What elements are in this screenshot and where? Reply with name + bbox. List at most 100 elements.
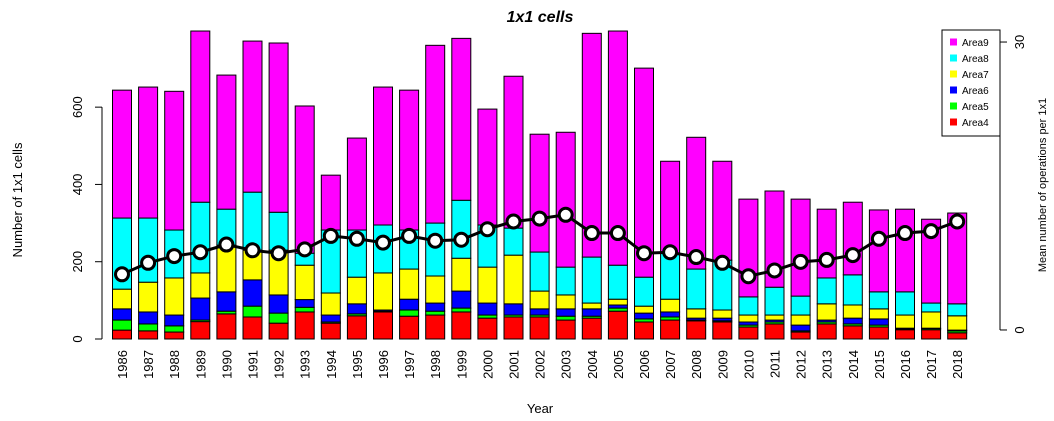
bar-segment <box>451 257 472 292</box>
line-point <box>244 242 261 259</box>
bar-segment <box>634 321 654 340</box>
bar-segment <box>634 305 654 314</box>
line-point <box>714 254 731 271</box>
line-point <box>949 213 966 230</box>
legend-swatch <box>950 54 957 62</box>
x-tick-label: 1996 <box>376 350 391 379</box>
bar-segment <box>895 329 915 340</box>
bar-segment <box>112 288 132 310</box>
bar-segment <box>947 332 968 340</box>
bar-segment <box>842 274 863 306</box>
bar-segment <box>764 190 785 288</box>
bar-segment <box>816 303 837 321</box>
bar-segment <box>555 266 576 296</box>
bar-segment <box>581 256 602 304</box>
bar-segment <box>764 286 785 316</box>
x-tick-label: 2003 <box>559 350 574 379</box>
bar-segment <box>947 212 968 305</box>
line-point <box>609 225 626 242</box>
bar-segment <box>320 292 341 316</box>
line-point <box>322 227 339 244</box>
line-point <box>740 268 757 285</box>
x-tick-label: 2010 <box>741 350 756 379</box>
line-point <box>505 213 522 230</box>
line-point <box>766 262 783 279</box>
bar-segment <box>686 268 707 310</box>
bar-segment <box>164 90 185 231</box>
legend-swatch <box>950 118 957 126</box>
x-tick-label: 1987 <box>141 350 156 379</box>
bar-segment <box>764 323 785 340</box>
bar-segment <box>138 330 159 340</box>
bar-segment <box>503 303 524 316</box>
bar-segment <box>555 131 576 268</box>
x-tick-label: 2017 <box>924 350 939 379</box>
legend-swatch <box>950 70 957 78</box>
legend-swatch <box>950 86 957 94</box>
line-point <box>897 225 913 242</box>
bar-segment <box>529 290 550 310</box>
y2-tick-label: 30 <box>1012 35 1027 49</box>
bar-segment <box>660 319 681 340</box>
legend-label: Area7 <box>962 70 989 81</box>
x-tick-label: 2013 <box>820 350 835 379</box>
bar-segment <box>581 317 602 340</box>
bar-segment <box>660 311 681 318</box>
bar-segment <box>242 191 263 251</box>
x-tick-label: 1988 <box>167 350 182 379</box>
bar-segment <box>138 217 159 283</box>
legend-box <box>941 29 1001 137</box>
bar-segment <box>842 304 863 319</box>
bar-segment <box>868 326 889 340</box>
bar-segment <box>503 316 524 340</box>
bar-segment <box>242 305 263 318</box>
bar-segment <box>686 308 707 319</box>
bar-segment <box>738 314 759 323</box>
x-tick-label: 1995 <box>350 350 365 379</box>
bar-segment <box>581 32 602 258</box>
x-tick-label: 1993 <box>298 350 313 379</box>
bar-segment <box>921 329 942 340</box>
y-axis-title: Number of 1x1 cells <box>10 142 25 257</box>
bar-segment <box>112 308 132 321</box>
y-tick-label: 600 <box>70 96 85 118</box>
x-tick-label: 1990 <box>219 350 234 379</box>
line-point <box>688 249 705 266</box>
bar-segment <box>921 302 942 313</box>
bar-segment <box>921 218 942 304</box>
x-tick-label: 1994 <box>324 350 339 379</box>
bar-segment <box>190 30 211 203</box>
bar-segment <box>164 277 185 316</box>
bar-segment <box>242 40 263 193</box>
bar-segment <box>529 308 550 316</box>
bar-segment <box>294 105 315 254</box>
bar-segment <box>294 299 315 308</box>
bar-segment <box>425 275 446 304</box>
bar-segment <box>607 30 628 266</box>
bar-segment <box>842 317 863 325</box>
bar-segment <box>346 137 367 231</box>
bar-segment <box>529 133 550 253</box>
legend-label: Area8 <box>962 54 989 65</box>
bar-segment <box>921 311 942 329</box>
bar-segment <box>112 329 132 340</box>
line-point <box>844 247 861 264</box>
line-point <box>636 245 652 262</box>
bar-segment <box>190 297 211 321</box>
x-tick-label: 2009 <box>715 350 730 379</box>
line-point <box>923 223 940 240</box>
x-tick-label: 1999 <box>454 350 469 379</box>
bar-segment <box>399 298 420 311</box>
x-tick-label: 2012 <box>794 350 809 379</box>
bar-segment <box>895 291 915 316</box>
bar-segment <box>529 316 550 340</box>
line-point <box>296 241 313 258</box>
line-point <box>531 210 548 227</box>
bar-segment <box>503 75 524 229</box>
bar-segment <box>712 309 733 319</box>
line-point <box>427 232 444 249</box>
bar-segment <box>555 319 576 340</box>
bar-segment <box>842 201 863 276</box>
bar-segment <box>268 211 289 251</box>
line-point <box>583 225 600 242</box>
